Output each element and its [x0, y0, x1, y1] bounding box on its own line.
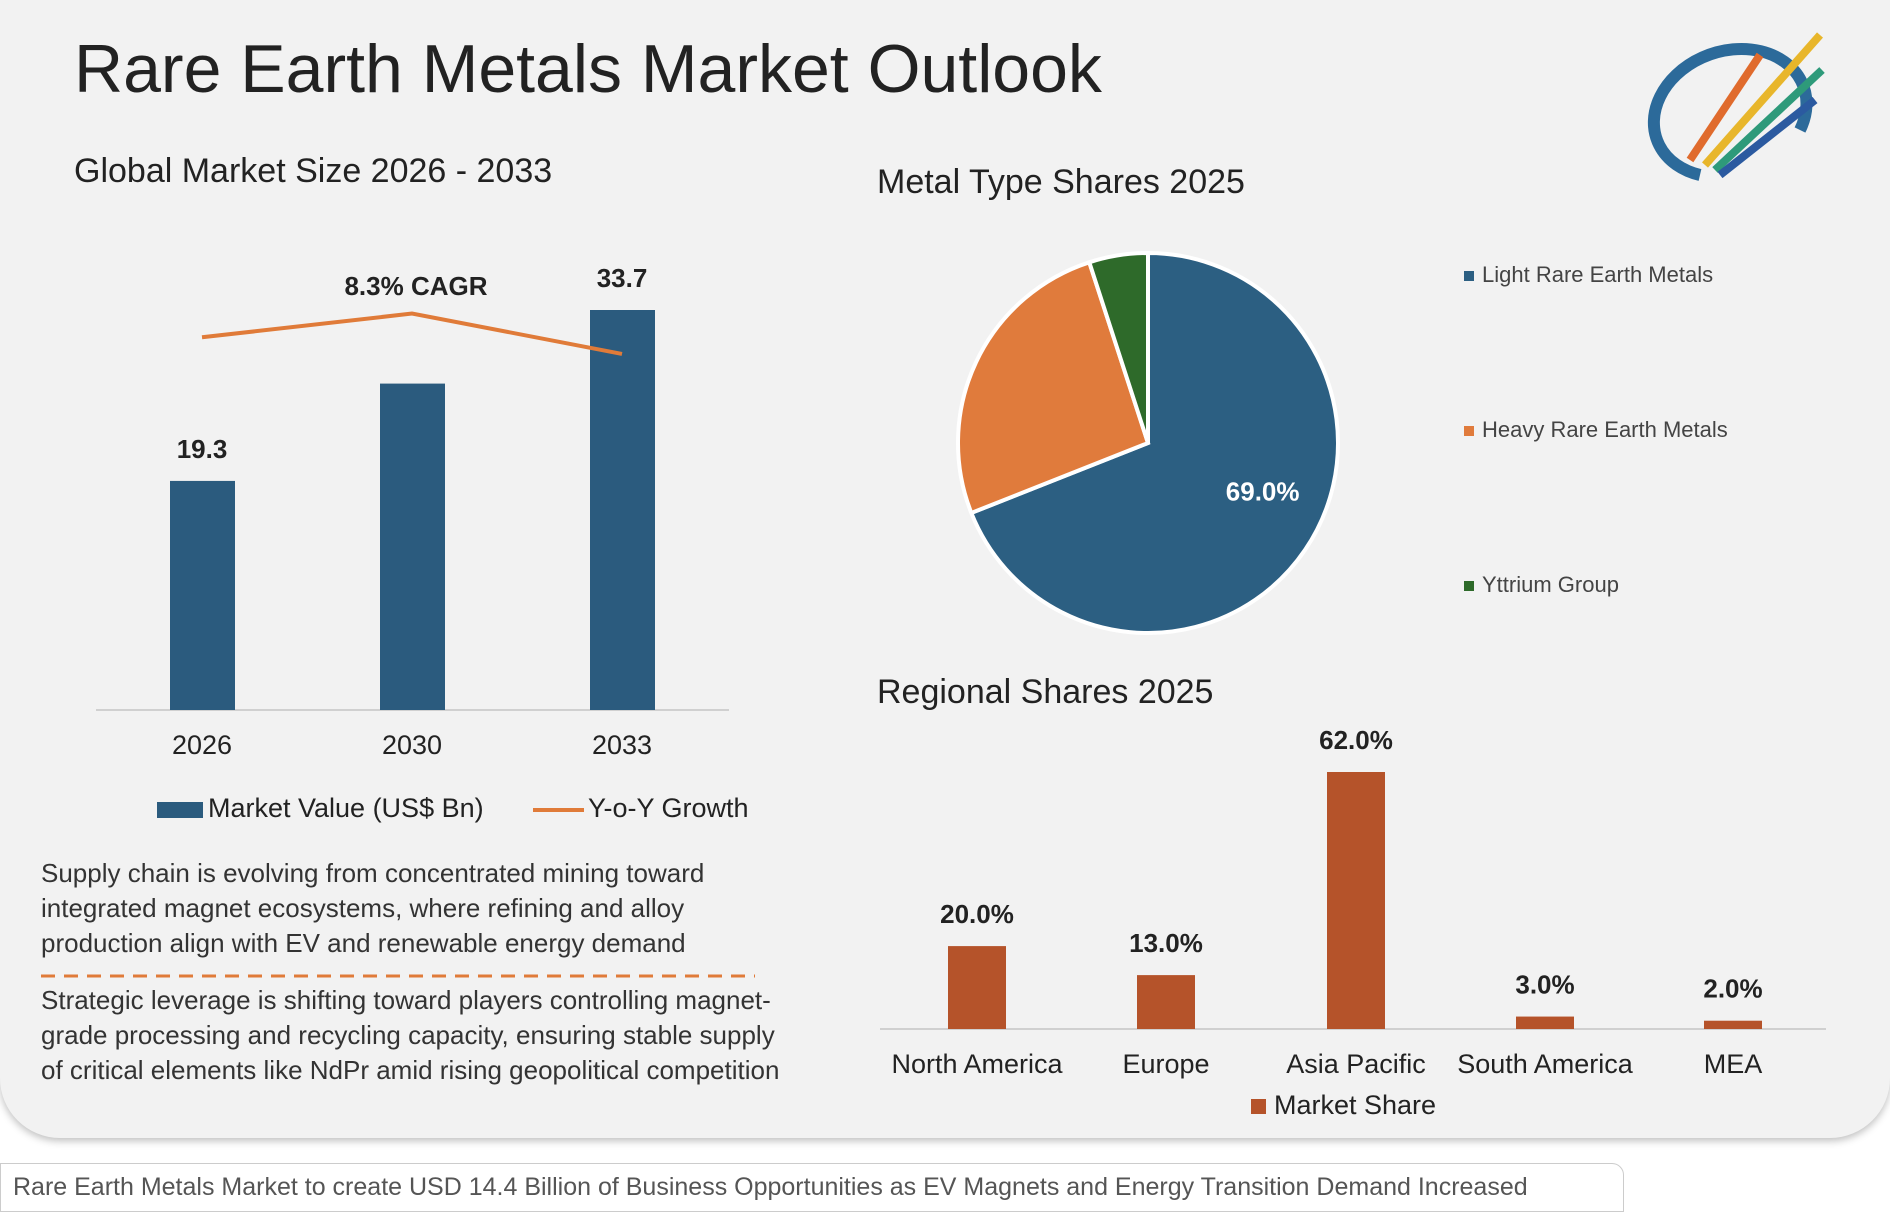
bar [1327, 772, 1385, 1029]
logo [1647, 32, 1825, 181]
page-title: Rare Earth Metals Market Outlook [74, 31, 1103, 107]
annotation: 8.3% CAGR [344, 271, 487, 301]
x-tick-label: Asia Pacific [1286, 1049, 1426, 1079]
value-label: 69.0% [1226, 477, 1300, 507]
note: Supply chain is evolving from concentrat… [41, 858, 705, 958]
bar [590, 310, 655, 710]
legend-swatch [157, 802, 203, 818]
x-tick-label: 2026 [172, 730, 232, 760]
value-label: 20.0% [940, 899, 1014, 929]
bar [170, 480, 235, 710]
bar [948, 946, 1006, 1029]
value-label: 2.0% [1703, 974, 1762, 1004]
value-label: 33.7 [597, 263, 648, 293]
charts: Rare Earth Metals Market Outlook Global … [41, 31, 1826, 1120]
bar [1137, 975, 1195, 1029]
legend-label: Market Value (US$ Bn) [208, 793, 484, 823]
pie-slice [968, 250, 1340, 635]
legend-label: Light Rare Earth Metals [1482, 262, 1713, 287]
note: Strategic leverage is shifting toward pl… [41, 985, 780, 1085]
bar [1704, 1020, 1762, 1029]
x-tick-label: 2030 [382, 730, 442, 760]
legend-swatch [1464, 581, 1474, 591]
logo-arrow [1712, 67, 1825, 173]
card [0, 0, 1890, 1138]
logo-arrow [1717, 96, 1818, 179]
pie-slice [956, 259, 1151, 516]
legend-swatch [1251, 1099, 1266, 1114]
logo-arrow [1686, 52, 1764, 163]
value-label: 3.0% [1515, 969, 1574, 999]
value-label: 13.0% [1129, 928, 1203, 958]
x-tick-label: North America [891, 1049, 1063, 1079]
value-label: 62.0% [1319, 725, 1393, 755]
chart-title: Global Market Size 2026 - 2033 [74, 152, 552, 190]
x-tick-label: South America [1457, 1049, 1634, 1079]
legend-swatch [1464, 426, 1474, 436]
legend-label: Yttrium Group [1482, 572, 1619, 597]
x-tick-label: MEA [1704, 1049, 1763, 1079]
logo-arrow [1702, 32, 1823, 168]
chart-title: Regional Shares 2025 [877, 673, 1213, 711]
chart-title: Metal Type Shares 2025 [877, 163, 1245, 201]
legend-swatch [1464, 271, 1474, 281]
bar [380, 383, 445, 710]
legend-label: Market Share [1274, 1090, 1436, 1120]
bar [1516, 1016, 1574, 1029]
legend-label: Heavy Rare Earth Metals [1482, 417, 1728, 442]
x-tick-label: Europe [1122, 1049, 1209, 1079]
x-tick-label: 2033 [592, 730, 652, 760]
value-label: 19.3 [177, 434, 228, 464]
pie-slice [1086, 250, 1150, 444]
line-series [201, 311, 623, 356]
legend-label: Y-o-Y Growth [588, 793, 749, 823]
caption: Rare Earth Metals Market to create USD 1… [0, 1163, 1624, 1212]
